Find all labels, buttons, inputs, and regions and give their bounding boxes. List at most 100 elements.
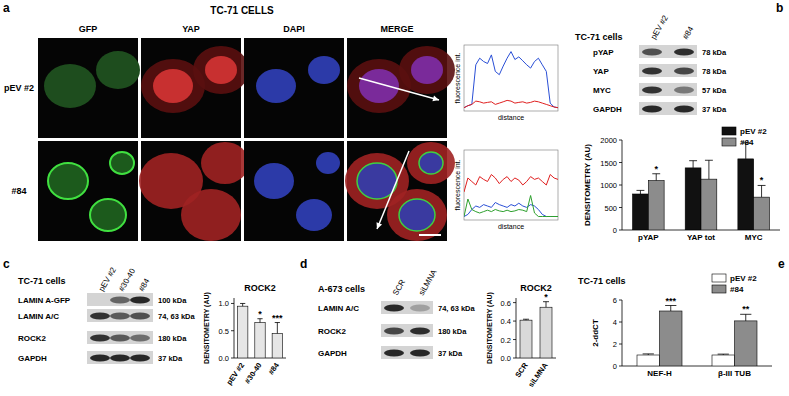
error-stem <box>546 302 547 308</box>
category-label: NEF-H <box>647 369 672 378</box>
cytoplasm <box>387 189 447 241</box>
nucleus <box>316 152 340 174</box>
band <box>110 355 130 362</box>
significance: *** <box>272 313 283 323</box>
band-size: 78 kDa <box>702 48 727 57</box>
tick-mark <box>231 330 234 331</box>
tick-label: 0.6 <box>501 299 511 308</box>
plot-frame <box>464 45 558 111</box>
band <box>90 355 110 362</box>
band-size: 74, 63 kDa <box>158 312 196 321</box>
band <box>110 313 130 320</box>
bar <box>685 168 701 230</box>
tick-label: 2 <box>613 340 617 349</box>
y-axis <box>234 298 235 358</box>
category-label: YAP tot <box>687 233 715 242</box>
band-label: GAPDH <box>593 105 622 114</box>
arrow-head <box>377 222 383 229</box>
bar <box>648 181 664 231</box>
tick-label: 500 <box>604 204 617 213</box>
error-bar <box>740 314 751 321</box>
error-cap <box>643 353 654 354</box>
tick-label: 1000 <box>600 181 617 190</box>
band-size: 37 kDa <box>158 354 183 363</box>
data-group <box>633 143 770 230</box>
micrograph <box>345 141 455 241</box>
tick-mark <box>619 366 622 367</box>
band-size: 180 kDa <box>438 327 467 336</box>
blot-strip <box>381 324 433 337</box>
gfp-signal <box>90 199 126 231</box>
legend-swatch <box>712 274 726 282</box>
annotation-group: * <box>544 292 548 302</box>
figure: abcdeTC-71 CELLSGFPYAPDAPIMERGEpEV #2#84… <box>0 0 789 396</box>
scale-bar <box>419 234 441 236</box>
blot-strip <box>639 83 697 96</box>
significance: * <box>654 164 658 174</box>
error-cap <box>718 354 729 355</box>
band-label: pYAP <box>593 48 614 57</box>
band-size: 57 kDa <box>702 86 727 95</box>
category-label: #84 <box>266 360 281 376</box>
error-bar <box>705 160 713 179</box>
panel-letter: a <box>3 1 10 15</box>
band <box>384 350 404 357</box>
significance: * <box>258 309 262 319</box>
data-group <box>464 175 558 217</box>
band-label: GAPDH <box>318 349 347 358</box>
tick-mark <box>513 358 516 359</box>
lane-label: #84 <box>137 276 152 293</box>
band-label: YAP <box>593 67 609 76</box>
category-label: pYAP <box>638 233 659 242</box>
error-bar <box>257 319 262 323</box>
bar <box>237 306 247 358</box>
annotation-group: ** <box>654 164 763 186</box>
category-label: siLMNA <box>526 361 550 390</box>
column-header: MERGE <box>380 24 413 34</box>
band <box>110 335 130 342</box>
band <box>130 297 150 304</box>
gfp-signal <box>110 152 134 174</box>
profile-line <box>464 52 558 108</box>
profile-line <box>464 175 558 193</box>
error-cap <box>523 319 529 320</box>
cytoplasm <box>181 189 241 241</box>
profile-line <box>464 203 558 217</box>
panel-letter: d <box>300 257 307 271</box>
band-size: 78 kDa <box>702 67 727 76</box>
nucleus <box>359 69 399 103</box>
y-axis <box>516 298 517 358</box>
band-size: 74, 63 kDa <box>438 304 476 313</box>
axis-label: 2-ddCT <box>591 319 600 347</box>
bar <box>540 307 552 358</box>
lane-label: siLMNA <box>417 268 439 297</box>
nucleus <box>411 56 443 84</box>
column-header: DAPI <box>283 24 305 34</box>
error-cap <box>240 303 245 304</box>
error-bar <box>689 161 697 168</box>
panel-title: TC-71 CELLS <box>210 5 274 16</box>
bar <box>520 320 532 358</box>
tick-label: 1.0 <box>219 299 229 308</box>
band <box>674 68 694 75</box>
bar <box>637 355 660 366</box>
bar-chart: 0500100015002000DENSITOMETRY (AU)**pYAPY… <box>583 127 780 242</box>
lamin-rim <box>419 152 443 174</box>
nucleus <box>308 56 340 84</box>
bar-chart: 0.00.51.0DENSITOMETRY (AU)ROCK2****pEV #… <box>203 283 286 387</box>
blot-strip <box>639 64 697 77</box>
band-label: LAMIN A/C <box>318 304 359 313</box>
tick-label: 0.4 <box>501 317 511 326</box>
data-group <box>237 303 282 358</box>
micrograph <box>139 141 249 241</box>
blot-strip <box>87 331 153 344</box>
band-label: ROCK2 <box>18 334 47 343</box>
tick-mark <box>513 339 516 340</box>
micrograph <box>141 38 249 138</box>
lane-label: pEV #2 <box>649 13 670 41</box>
lamin-rim <box>399 199 435 231</box>
blot-strip <box>381 346 433 359</box>
band <box>384 305 404 312</box>
category-label: MYC <box>745 233 763 242</box>
nucleus <box>254 163 294 199</box>
